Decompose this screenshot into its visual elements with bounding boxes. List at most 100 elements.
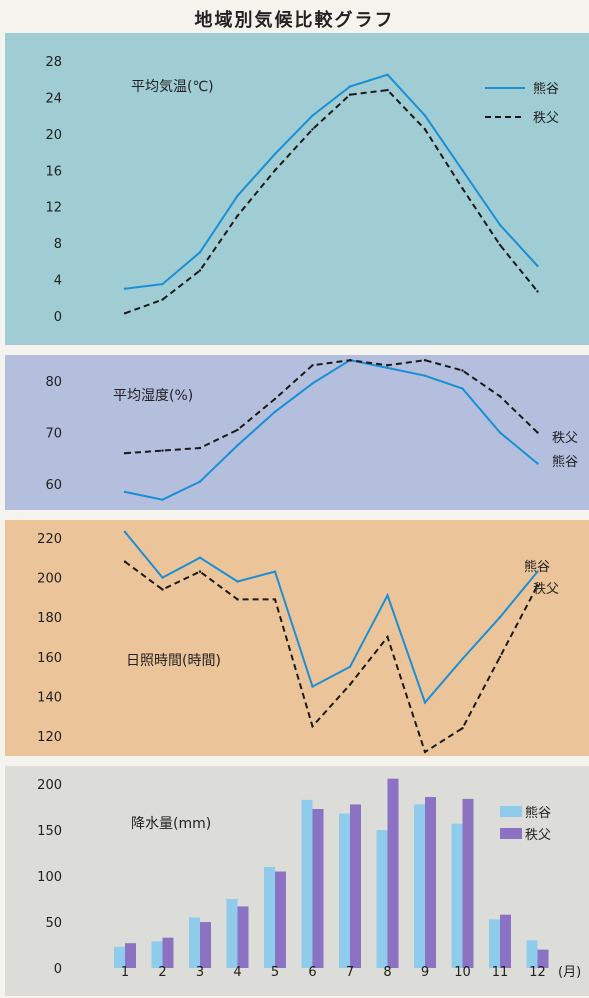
data-point-chichibu xyxy=(311,364,314,367)
data-point-chichibu xyxy=(498,395,502,398)
data-point-kumagaya xyxy=(198,480,202,483)
x-tick-label: 3 xyxy=(196,965,204,980)
y-tick-label: 24 xyxy=(45,91,62,106)
data-point-kumagaya xyxy=(311,685,314,688)
data-point-chichibu xyxy=(273,169,277,172)
y-tick-label: 160 xyxy=(37,651,62,666)
y-tick-label: 8 xyxy=(54,237,62,252)
x-tick-label: 4 xyxy=(233,965,241,980)
data-point-kumagaya xyxy=(348,85,352,88)
data-point-chichibu xyxy=(123,312,127,315)
data-point-chichibu xyxy=(348,93,352,96)
sunshine-chart-panel: 220 200 180 160 140 120 日照時間(時間) 熊谷 秩父 xyxy=(5,520,589,756)
bar-chichibu xyxy=(312,809,324,968)
data-point-kumagaya xyxy=(498,616,502,619)
data-point-kumagaya xyxy=(273,570,277,573)
bar-chichibu xyxy=(500,914,511,968)
data-point-kumagaya xyxy=(536,462,539,465)
y-tick-label: 70 xyxy=(45,427,62,442)
data-point-chichibu xyxy=(536,290,539,293)
data-point-kumagaya xyxy=(273,152,277,156)
data-point-chichibu xyxy=(461,727,464,730)
y-tick-label: 60 xyxy=(45,478,62,493)
bar-kumagaya xyxy=(339,813,350,968)
y-tick-label: 16 xyxy=(45,164,62,179)
x-tick-label: 12 xyxy=(529,965,546,980)
data-point-kumagaya xyxy=(498,223,502,227)
data-point-chichibu xyxy=(161,588,164,591)
data-point-chichibu xyxy=(161,449,164,452)
legend-label: 熊谷 xyxy=(525,805,551,821)
bar-chichibu xyxy=(425,797,436,968)
data-point-chichibu xyxy=(423,359,427,362)
data-point-kumagaya xyxy=(311,114,314,117)
data-point-chichibu xyxy=(311,725,314,728)
data-point-kumagaya xyxy=(386,594,389,597)
data-point-chichibu xyxy=(161,298,164,301)
chart-title: 平均湿度(%) xyxy=(113,388,193,404)
humidity-chart-panel: 80 70 60 平均湿度(%) 秩父 熊谷 xyxy=(5,355,589,510)
precipitation-chart-panel: 200 150 100 50 0 降水量(mm) 1 2 3 4 5 6 7 8 9 10 11 12 (月) 熊谷秩… xyxy=(5,766,589,996)
page-title: 地域別気候比較グラフ xyxy=(194,10,395,31)
y-tick-label: 50 xyxy=(45,916,62,931)
bar-kumagaya xyxy=(301,799,313,968)
x-tick-label: 1 xyxy=(121,965,129,980)
x-tick-label: 9 xyxy=(421,965,429,980)
series-end-label: 熊谷 xyxy=(524,559,550,575)
bar-chichibu xyxy=(462,798,474,968)
x-tick-label: 7 xyxy=(346,965,354,980)
data-point-kumagaya xyxy=(161,282,164,286)
data-point-kumagaya xyxy=(161,576,164,579)
y-tick-label: 0 xyxy=(54,310,62,325)
bar-chichibu xyxy=(162,937,174,968)
data-point-chichibu xyxy=(123,560,127,563)
data-point-kumagaya xyxy=(123,490,127,494)
data-point-kumagaya xyxy=(198,556,202,559)
legend-swatch-kumagaya xyxy=(500,806,522,817)
data-point-kumagaya xyxy=(236,580,239,583)
data-point-chichibu xyxy=(423,128,427,131)
series-end-label: 秩父 xyxy=(533,582,559,597)
legend-label: 熊谷 xyxy=(533,81,559,97)
temperature-chart-panel: 28 24 20 16 12 8 4 0 平均気温(℃) 熊谷 秩父 xyxy=(5,33,589,345)
data-point-chichibu xyxy=(498,655,502,659)
data-point-kumagaya xyxy=(236,444,239,447)
bar-kumagaya xyxy=(264,866,275,968)
data-point-chichibu xyxy=(236,214,239,217)
bar-chichibu xyxy=(237,906,249,968)
data-point-chichibu xyxy=(348,683,352,686)
data-point-chichibu xyxy=(461,187,464,190)
y-tick-label: 4 xyxy=(54,274,62,289)
data-point-chichibu xyxy=(311,128,314,131)
bar-kumagaya xyxy=(189,917,200,968)
data-point-kumagaya xyxy=(461,387,464,390)
y-tick-label: 20 xyxy=(45,128,62,143)
data-point-kumagaya xyxy=(198,251,202,254)
bar-chichibu xyxy=(350,804,361,968)
y-tick-label: 28 xyxy=(45,55,62,70)
y-tick-label: 80 xyxy=(45,375,62,390)
data-point-chichibu xyxy=(536,431,539,434)
data-point-chichibu xyxy=(123,452,127,455)
series-end-label: 熊谷 xyxy=(552,454,578,470)
data-point-kumagaya xyxy=(386,73,389,76)
data-point-chichibu xyxy=(198,446,202,450)
data-point-chichibu xyxy=(423,750,427,754)
series-line-kumagaya xyxy=(124,73,539,290)
y-tick-label: 180 xyxy=(37,611,62,626)
data-point-kumagaya xyxy=(236,194,239,197)
x-tick-label: 5 xyxy=(271,965,279,980)
x-tick-label: 11 xyxy=(492,965,509,980)
data-point-kumagaya xyxy=(386,366,389,370)
chart-title: 日照時間(時間) xyxy=(126,653,221,669)
y-tick-label: 120 xyxy=(37,730,62,745)
x-tick-label: 2 xyxy=(158,965,166,980)
data-point-kumagaya xyxy=(123,287,127,290)
data-point-kumagaya xyxy=(461,169,464,172)
bar-kumagaya xyxy=(151,941,163,968)
data-point-kumagaya xyxy=(123,530,127,534)
series-line-chichibu xyxy=(124,359,539,455)
data-point-kumagaya xyxy=(423,374,427,377)
data-point-kumagaya xyxy=(498,431,502,434)
